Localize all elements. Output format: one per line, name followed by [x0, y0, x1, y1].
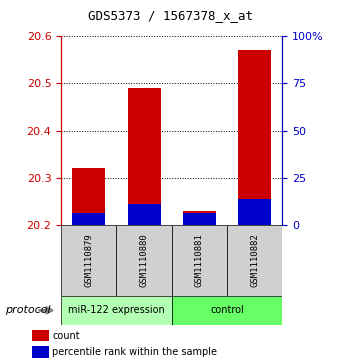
Text: GDS5373 / 1567378_x_at: GDS5373 / 1567378_x_at	[87, 9, 253, 22]
Bar	[116, 225, 172, 296]
Bar	[72, 168, 105, 225]
Text: GSM1110881: GSM1110881	[195, 233, 204, 287]
Bar	[172, 225, 227, 296]
Bar	[238, 199, 271, 225]
Bar	[61, 296, 172, 325]
Text: protocol: protocol	[5, 305, 51, 315]
Text: percentile rank within the sample: percentile rank within the sample	[52, 347, 217, 357]
Bar	[238, 50, 271, 225]
Bar	[227, 225, 282, 296]
Bar	[172, 296, 282, 325]
Text: GSM1110882: GSM1110882	[250, 233, 259, 287]
Bar	[183, 213, 216, 225]
Text: miR-122 expression: miR-122 expression	[68, 305, 165, 315]
Bar	[32, 346, 49, 358]
Bar	[32, 330, 49, 341]
Bar	[61, 225, 116, 296]
Bar	[183, 211, 216, 225]
Text: GSM1110880: GSM1110880	[140, 233, 149, 287]
Bar	[72, 213, 105, 225]
Text: control: control	[210, 305, 244, 315]
Bar	[128, 88, 161, 225]
Text: GSM1110879: GSM1110879	[84, 233, 93, 287]
Text: count: count	[52, 331, 80, 341]
Bar	[128, 204, 161, 225]
